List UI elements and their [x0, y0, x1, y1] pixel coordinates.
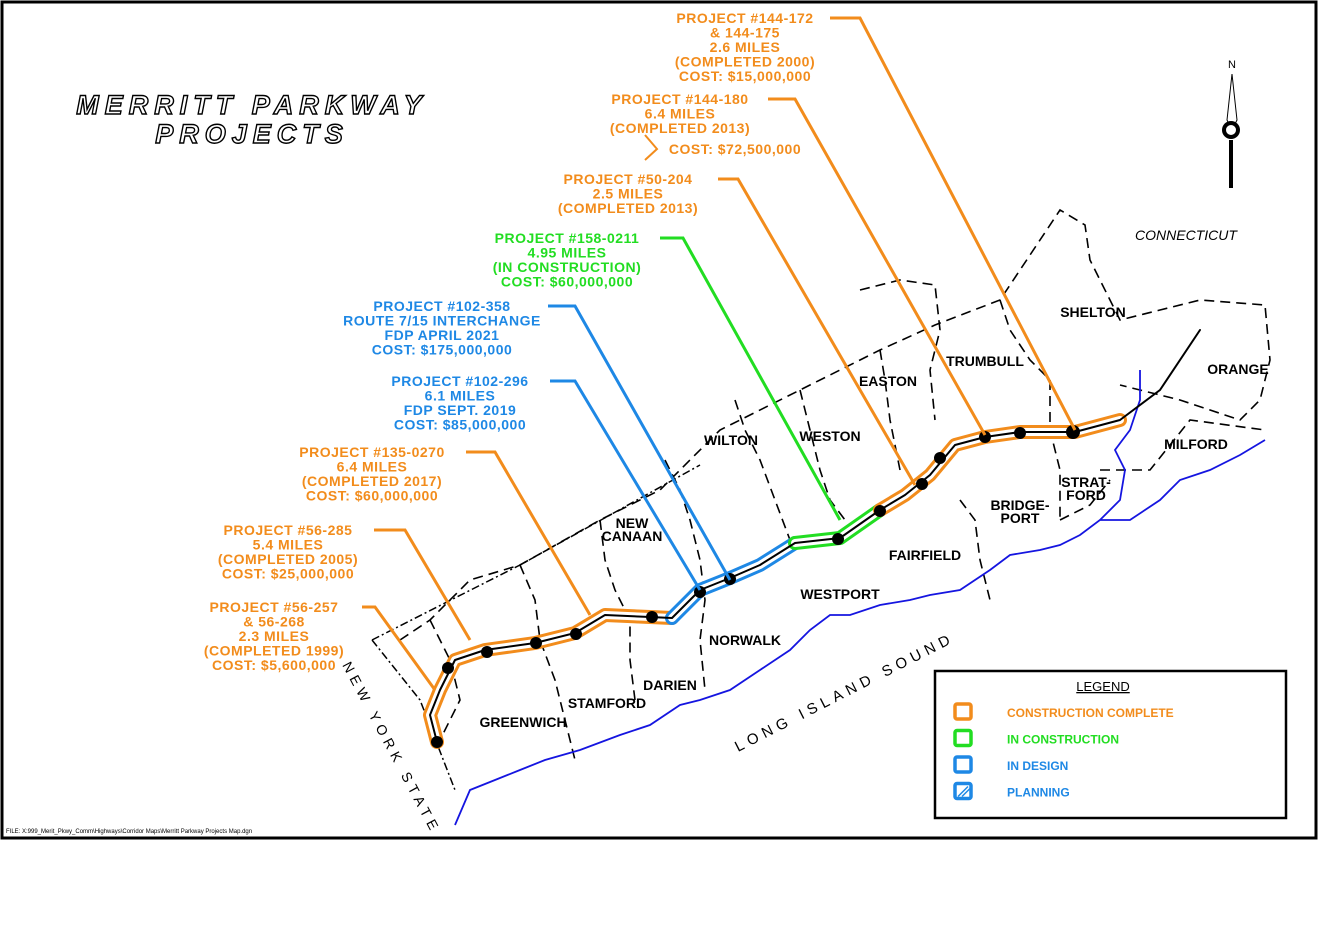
project-label: 2.3 MILES [239, 628, 310, 644]
town-label: PORT [1001, 510, 1040, 526]
legend-hatch [961, 787, 971, 798]
leader-line [660, 236, 842, 521]
town-label: FAIRFIELD [889, 547, 961, 563]
title-line: MERRITT PARKWAY [76, 90, 427, 120]
town-label: ORANGE [1207, 361, 1268, 377]
project-label: 6.4 MILES [337, 459, 408, 475]
town-label: FORD [1066, 487, 1106, 503]
leader-line [718, 177, 917, 486]
project-label: COST: $25,000,000 [222, 566, 354, 582]
town-label: SHELTON [1060, 304, 1126, 320]
project-label: COST: $15,000,000 [679, 68, 811, 84]
project-label: (COMPLETED 2017) [302, 473, 442, 489]
legend-hatch [957, 785, 969, 798]
project-label: COST: $60,000,000 [306, 488, 438, 504]
title-line: PROJECTS [155, 119, 349, 149]
legend-label: PLANNING [1007, 786, 1070, 800]
leader-line [548, 304, 732, 581]
leader-line [374, 528, 472, 641]
region-label: CONNECTICUT [1135, 227, 1238, 243]
legend-swatch [953, 702, 973, 721]
town-label: TRUMBULL [946, 353, 1024, 369]
legend-swatch [953, 755, 973, 774]
compass-label: N [1228, 59, 1236, 71]
project-label: & 144-175 [710, 25, 780, 41]
legend-label: CONSTRUCTION COMPLETE [1007, 706, 1174, 720]
town-label: STAMFORD [568, 695, 646, 711]
project-label: PROJECT #144-172 [676, 10, 813, 26]
project-label: ROUTE 7/15 INTERCHANGE [343, 313, 541, 329]
legend-swatch [953, 728, 973, 748]
frame [0, 0, 1318, 840]
leader-line [362, 605, 437, 691]
project-label: PROJECT #56-285 [224, 522, 353, 538]
project-label: (IN CONSTRUCTION) [493, 259, 642, 275]
project-label: 2.5 MILES [593, 186, 664, 202]
town-label: WILTON [704, 432, 758, 448]
town-label: CANAAN [602, 528, 663, 544]
project-label: COST: $72,500,000 [669, 141, 801, 157]
town-label: STRAT- [1061, 474, 1111, 490]
boundaries [371, 208, 1271, 791]
legend-label: IN DESIGN [1007, 759, 1068, 773]
project-label: COST: $5,600,000 [212, 657, 336, 673]
project-label: 2.6 MILES [710, 39, 781, 55]
compass: N [1222, 59, 1240, 188]
project-label: 5.4 MILES [253, 537, 324, 553]
town-label: MILFORD [1164, 436, 1228, 452]
project-label: PROJECT #50-204 [564, 171, 693, 187]
project-label: PROJECT #56-257 [210, 599, 339, 615]
project-label: FDP APRIL 2021 [385, 327, 500, 343]
project-label: (COMPLETED 1999) [204, 643, 344, 659]
town-label: DARIEN [643, 677, 697, 693]
project-label: (COMPLETED 2013) [610, 120, 750, 136]
legend-title: LEGEND [1076, 679, 1129, 694]
project-label: COST: $85,000,000 [394, 417, 526, 433]
project-label: PROJECT #144-180 [611, 91, 748, 107]
town-label: NORWALK [709, 632, 781, 648]
project-label: COST: $175,000,000 [372, 342, 513, 358]
project-label: PROJECT #135-0270 [299, 444, 444, 460]
leader-line [550, 379, 702, 591]
project-label: PROJECT #102-296 [391, 373, 528, 389]
project-label: 4.95 MILES [528, 245, 607, 261]
coastline [454, 370, 1266, 826]
project-label: 6.4 MILES [645, 106, 716, 122]
town-label: GREENWICH [479, 714, 566, 730]
project-label: & 56-268 [243, 614, 305, 630]
project-label: PROJECT #102-358 [373, 298, 510, 314]
file-note: FILE: X:999_Merit_Pkwy_Comm\Highways\Cor… [6, 829, 252, 835]
leader-line [830, 16, 1077, 431]
project-label: (COMPLETED 2005) [218, 551, 358, 567]
town-label: EASTON [859, 373, 917, 389]
town-label: WESTON [799, 428, 860, 444]
project-label: 6.1 MILES [425, 388, 496, 404]
town-label: WESTPORT [800, 586, 880, 602]
project-label: COST: $60,000,000 [501, 274, 633, 290]
town-label: BRIDGE- [990, 497, 1049, 513]
title: MERRITT PARKWAY PROJECTS [76, 89, 427, 149]
project-label: PROJECT #158-0211 [495, 230, 640, 246]
project-label: (COMPLETED 2013) [558, 200, 698, 216]
leader-line [768, 97, 987, 436]
project-label: FDP SEPT. 2019 [404, 402, 517, 418]
project-label: (COMPLETED 2000) [675, 54, 815, 70]
town-label: NEW [616, 515, 649, 531]
leader-line [466, 450, 592, 616]
legend: LEGEND CONSTRUCTION COMPLETE IN CONSTRUCT… [933, 669, 1288, 820]
leaders [362, 16, 1077, 691]
legend-label: IN CONSTRUCTION [1007, 733, 1119, 747]
leader-line [644, 134, 659, 161]
towns: SHELTON ORANGE TRUMBULL EASTON MILFORD WILTON… [479, 304, 1268, 730]
